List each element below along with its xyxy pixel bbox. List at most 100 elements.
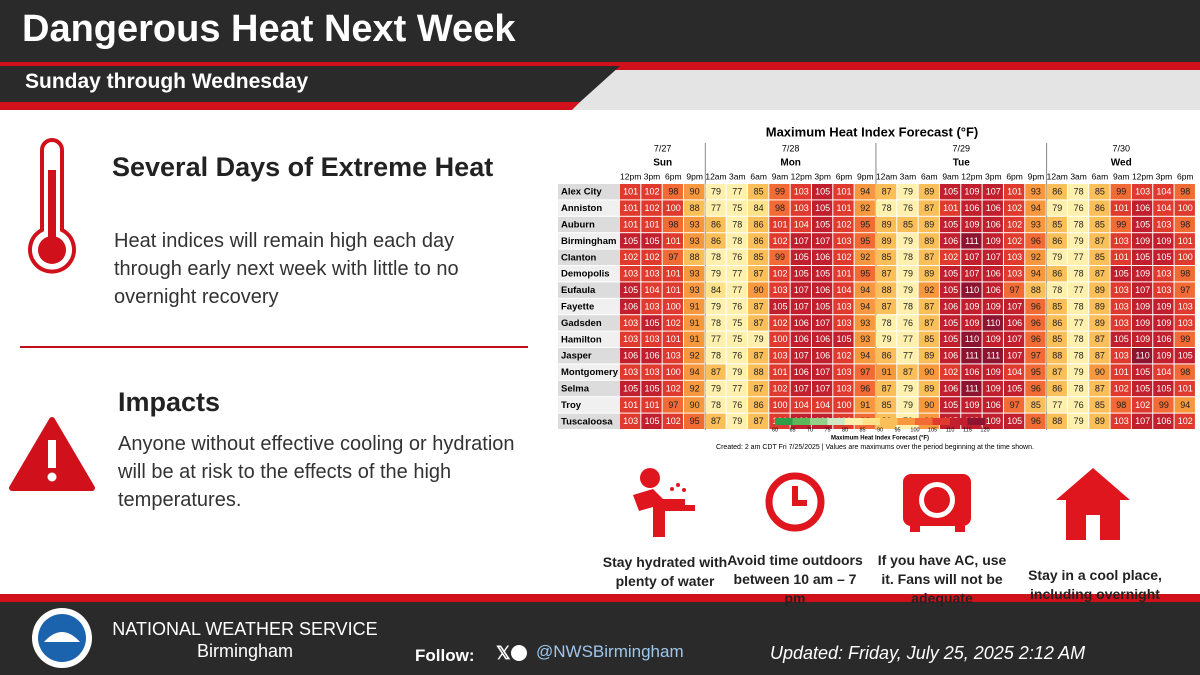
heat-cell	[1131, 380, 1153, 397]
heat-cell	[1025, 266, 1046, 282]
heat-cell	[620, 315, 641, 331]
heat-value: 75	[732, 334, 742, 344]
heat-cell	[1153, 364, 1174, 380]
heat-cell	[747, 364, 769, 380]
heat-value: 103	[836, 318, 851, 328]
heat-cell	[811, 200, 833, 216]
heat-value: 102	[666, 318, 681, 328]
heat-value: 87	[754, 318, 764, 328]
heat-cell	[620, 380, 641, 397]
heat-cell	[939, 298, 961, 315]
heat-cell	[897, 200, 918, 216]
heat-value: 105	[1114, 269, 1129, 279]
heat-value: 87	[903, 367, 913, 377]
heat-cell	[939, 380, 961, 397]
heat-cell	[726, 380, 747, 397]
heat-cell	[769, 331, 790, 347]
city-cell	[558, 282, 620, 298]
heat-value: 85	[924, 334, 934, 344]
heat-cell	[918, 282, 939, 298]
heat-cell	[1046, 364, 1067, 380]
heat-cell	[982, 315, 1003, 331]
heat-value: 109	[964, 318, 979, 328]
heat-cell	[620, 331, 641, 347]
heat-value: 79	[882, 334, 892, 344]
heat-value: 105	[1007, 416, 1022, 426]
heat-cell	[641, 348, 662, 364]
heat-cell	[641, 184, 662, 200]
heat-cell	[897, 249, 918, 265]
heat-value: 79	[754, 334, 764, 344]
heat-value: 102	[836, 219, 851, 229]
heat-value: 89	[924, 383, 934, 393]
heat-value: 78	[1074, 301, 1084, 311]
day-name: Tue	[953, 158, 970, 169]
time-label: 6pm	[665, 171, 682, 181]
heat-value: 92	[690, 383, 700, 393]
section-heading: Several Days of Extreme Heat	[112, 152, 494, 182]
heat-cell	[1131, 331, 1153, 347]
heat-cell	[1153, 331, 1174, 347]
heat-cell	[939, 397, 961, 413]
heat-value: 101	[836, 187, 851, 197]
heat-cell	[620, 266, 641, 282]
city-cell	[558, 184, 620, 200]
heat-cell	[1046, 200, 1067, 216]
heat-value: 106	[794, 367, 809, 377]
heat-cell	[897, 266, 918, 282]
heat-cell	[897, 298, 918, 315]
heat-value: 96	[1031, 301, 1041, 311]
heat-cell	[769, 348, 790, 364]
heat-cell	[918, 348, 939, 364]
heat-value: 111	[965, 236, 979, 246]
heat-cell	[1110, 282, 1131, 298]
time-label: 12pm	[791, 171, 812, 181]
heat-value: 107	[964, 269, 979, 279]
heat-value: 102	[666, 416, 681, 426]
heat-cell	[1089, 331, 1110, 347]
legend-swatch	[967, 418, 985, 425]
heat-cell	[833, 331, 854, 347]
heat-value: 97	[1010, 400, 1020, 410]
heat-value: 79	[711, 383, 721, 393]
heat-cell	[961, 233, 982, 249]
heat-cell	[1131, 249, 1153, 265]
heat-value: 105	[943, 334, 958, 344]
heat-value: 101	[666, 236, 681, 246]
handle[interactable]: @NWSBirmingham	[536, 642, 684, 661]
heat-cell	[875, 364, 897, 380]
heat-value: 109	[964, 301, 979, 311]
heat-value: 105	[1135, 383, 1150, 393]
heat-value: 103	[1135, 187, 1150, 197]
city-cell	[558, 413, 620, 429]
heat-value: 79	[711, 187, 721, 197]
heat-value: 107	[794, 351, 809, 361]
heat-value: 91	[860, 400, 870, 410]
day-date: 7/28	[782, 143, 800, 153]
city-cell	[558, 200, 620, 216]
heat-cell	[683, 184, 705, 200]
heat-value: 103	[623, 416, 638, 426]
heat-value: 94	[1180, 400, 1190, 410]
heat-value: 103	[1178, 318, 1193, 328]
heat-value: 105	[772, 301, 787, 311]
heat-value: 103	[772, 351, 787, 361]
heat-cell	[1174, 380, 1195, 397]
heat-cell	[683, 249, 705, 265]
heat-value: 101	[666, 334, 681, 344]
day-name: Wed	[1111, 158, 1132, 169]
tip: Stay in a cool place, including overnigh…	[1028, 567, 1162, 602]
heat-cell	[1046, 397, 1067, 413]
heat-cell	[875, 298, 897, 315]
heat-cell	[705, 364, 726, 380]
heat-cell	[790, 216, 811, 233]
heat-value: 105	[943, 400, 958, 410]
heat-cell	[641, 216, 662, 233]
heat-value: 102	[1007, 203, 1022, 213]
heat-value: 92	[1031, 252, 1041, 262]
heat-value: 78	[1074, 219, 1084, 229]
heat-value: 93	[690, 285, 700, 295]
heat-value: 101	[623, 400, 638, 410]
heat-value: 104	[1007, 367, 1022, 377]
